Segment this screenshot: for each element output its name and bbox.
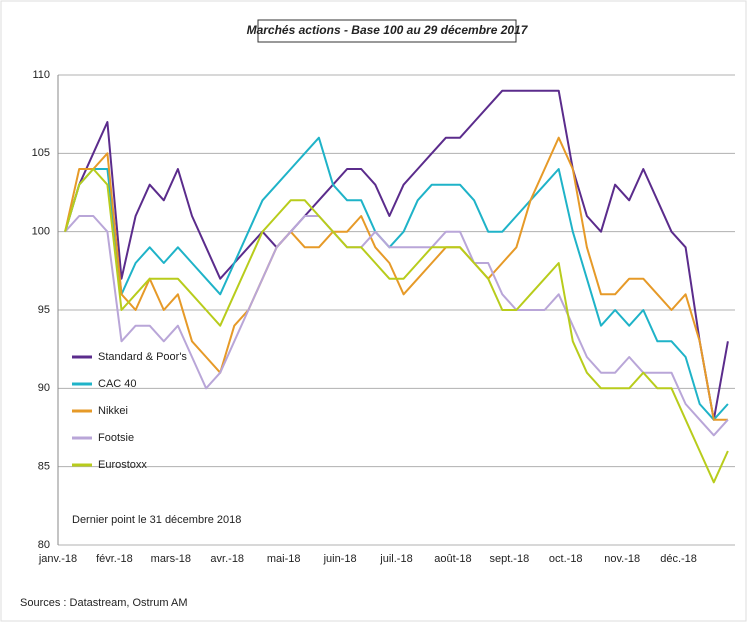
x-tick-label: oct.-18 <box>549 553 583 565</box>
x-tick-label: avr.-18 <box>210 553 244 565</box>
title-box <box>257 19 517 43</box>
y-tick-label: 85 <box>38 461 50 473</box>
series-line <box>64 215 729 437</box>
y-tick-label: 80 <box>38 539 50 551</box>
x-tick-label: janv.-18 <box>38 553 77 565</box>
legend-label: CAC 40 <box>98 378 137 390</box>
x-tick-label: juil.-18 <box>379 553 412 565</box>
legend-label: Standard & Poor's <box>98 351 187 363</box>
annotation: Dernier point le 31 décembre 2018 <box>72 514 241 526</box>
x-tick-label: août-18 <box>434 553 471 565</box>
series-line <box>64 89 729 421</box>
x-tick-label: sept.-18 <box>489 553 529 565</box>
y-tick-label: 90 <box>38 382 50 394</box>
x-tick-label: mai-18 <box>267 553 301 565</box>
x-tick-label: mars-18 <box>151 553 191 565</box>
series-line <box>64 136 729 421</box>
legend-label: Footsie <box>98 432 134 444</box>
x-tick-label: févr.-18 <box>96 553 133 565</box>
y-tick-label: 100 <box>32 226 50 238</box>
chart-title: Marchés actions - Base 100 au 29 décembr… <box>247 23 529 37</box>
legend-label: Nikkei <box>98 405 128 417</box>
legend-label: Eurostoxx <box>98 459 147 471</box>
source: Sources : Datastream, Ostrum AM <box>20 597 188 609</box>
x-tick-label: nov.-18 <box>604 553 640 565</box>
x-tick-label: déc.-18 <box>660 553 697 565</box>
series-line <box>64 168 729 484</box>
y-tick-label: 110 <box>32 69 50 81</box>
x-tick-label: juin-18 <box>323 553 357 565</box>
y-tick-label: 95 <box>38 304 50 316</box>
y-tick-label: 105 <box>32 147 50 159</box>
